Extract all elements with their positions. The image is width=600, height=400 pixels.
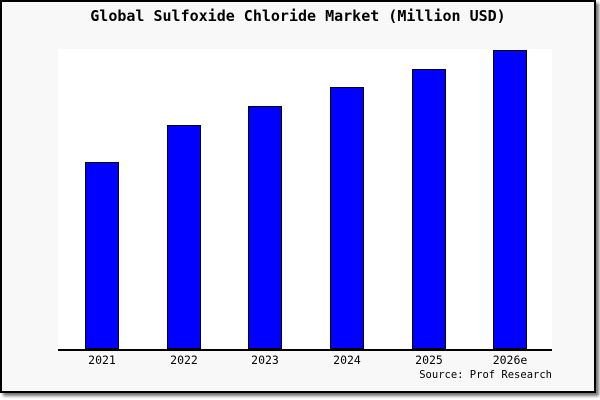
x-label-2022: 2022 <box>170 353 198 367</box>
bar-2026e <box>493 50 527 349</box>
x-label-2023: 2023 <box>251 353 279 367</box>
bar-2025 <box>412 69 446 349</box>
bar-2023 <box>248 106 282 349</box>
x-axis-line <box>58 349 552 351</box>
chart-canvas: Global Sulfoxide Chloride Market (Millio… <box>0 0 596 393</box>
chart-title: Global Sulfoxide Chloride Market (Millio… <box>90 7 506 25</box>
bar-2021 <box>85 162 119 349</box>
bar-2024 <box>330 87 364 349</box>
x-label-2026e: 2026e <box>492 353 528 367</box>
x-label-2025: 2025 <box>415 353 443 367</box>
plot-area <box>58 49 552 349</box>
x-label-2021: 2021 <box>88 353 116 367</box>
x-label-2024: 2024 <box>333 353 361 367</box>
bar-2022 <box>167 125 201 349</box>
source-credit: Source: Prof Research <box>419 369 552 381</box>
